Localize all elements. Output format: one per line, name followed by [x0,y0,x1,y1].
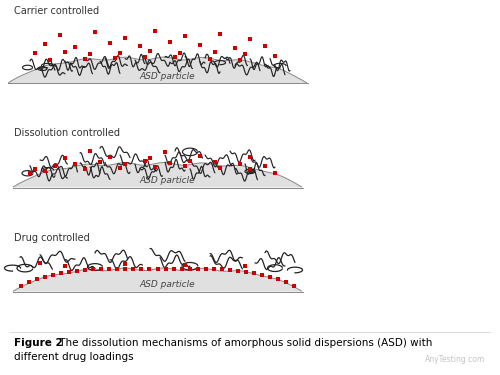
Polygon shape [12,268,302,292]
Polygon shape [12,162,302,188]
Text: Carrier controlled: Carrier controlled [14,6,99,16]
Text: Dissolution controlled: Dissolution controlled [14,128,120,138]
Text: Drug controlled: Drug controlled [14,233,90,243]
Text: different drug loadings: different drug loadings [14,352,134,363]
Text: The dissolution mechanisms of amorphous solid dispersions (ASD) with: The dissolution mechanisms of amorphous … [56,338,433,348]
Text: AnyTesting.com: AnyTesting.com [425,356,485,364]
Text: Figure 2: Figure 2 [14,338,63,348]
Text: ASD particle: ASD particle [140,176,196,185]
Text: ASD particle: ASD particle [140,72,196,81]
Polygon shape [8,57,308,84]
Text: ASD particle: ASD particle [140,280,196,290]
